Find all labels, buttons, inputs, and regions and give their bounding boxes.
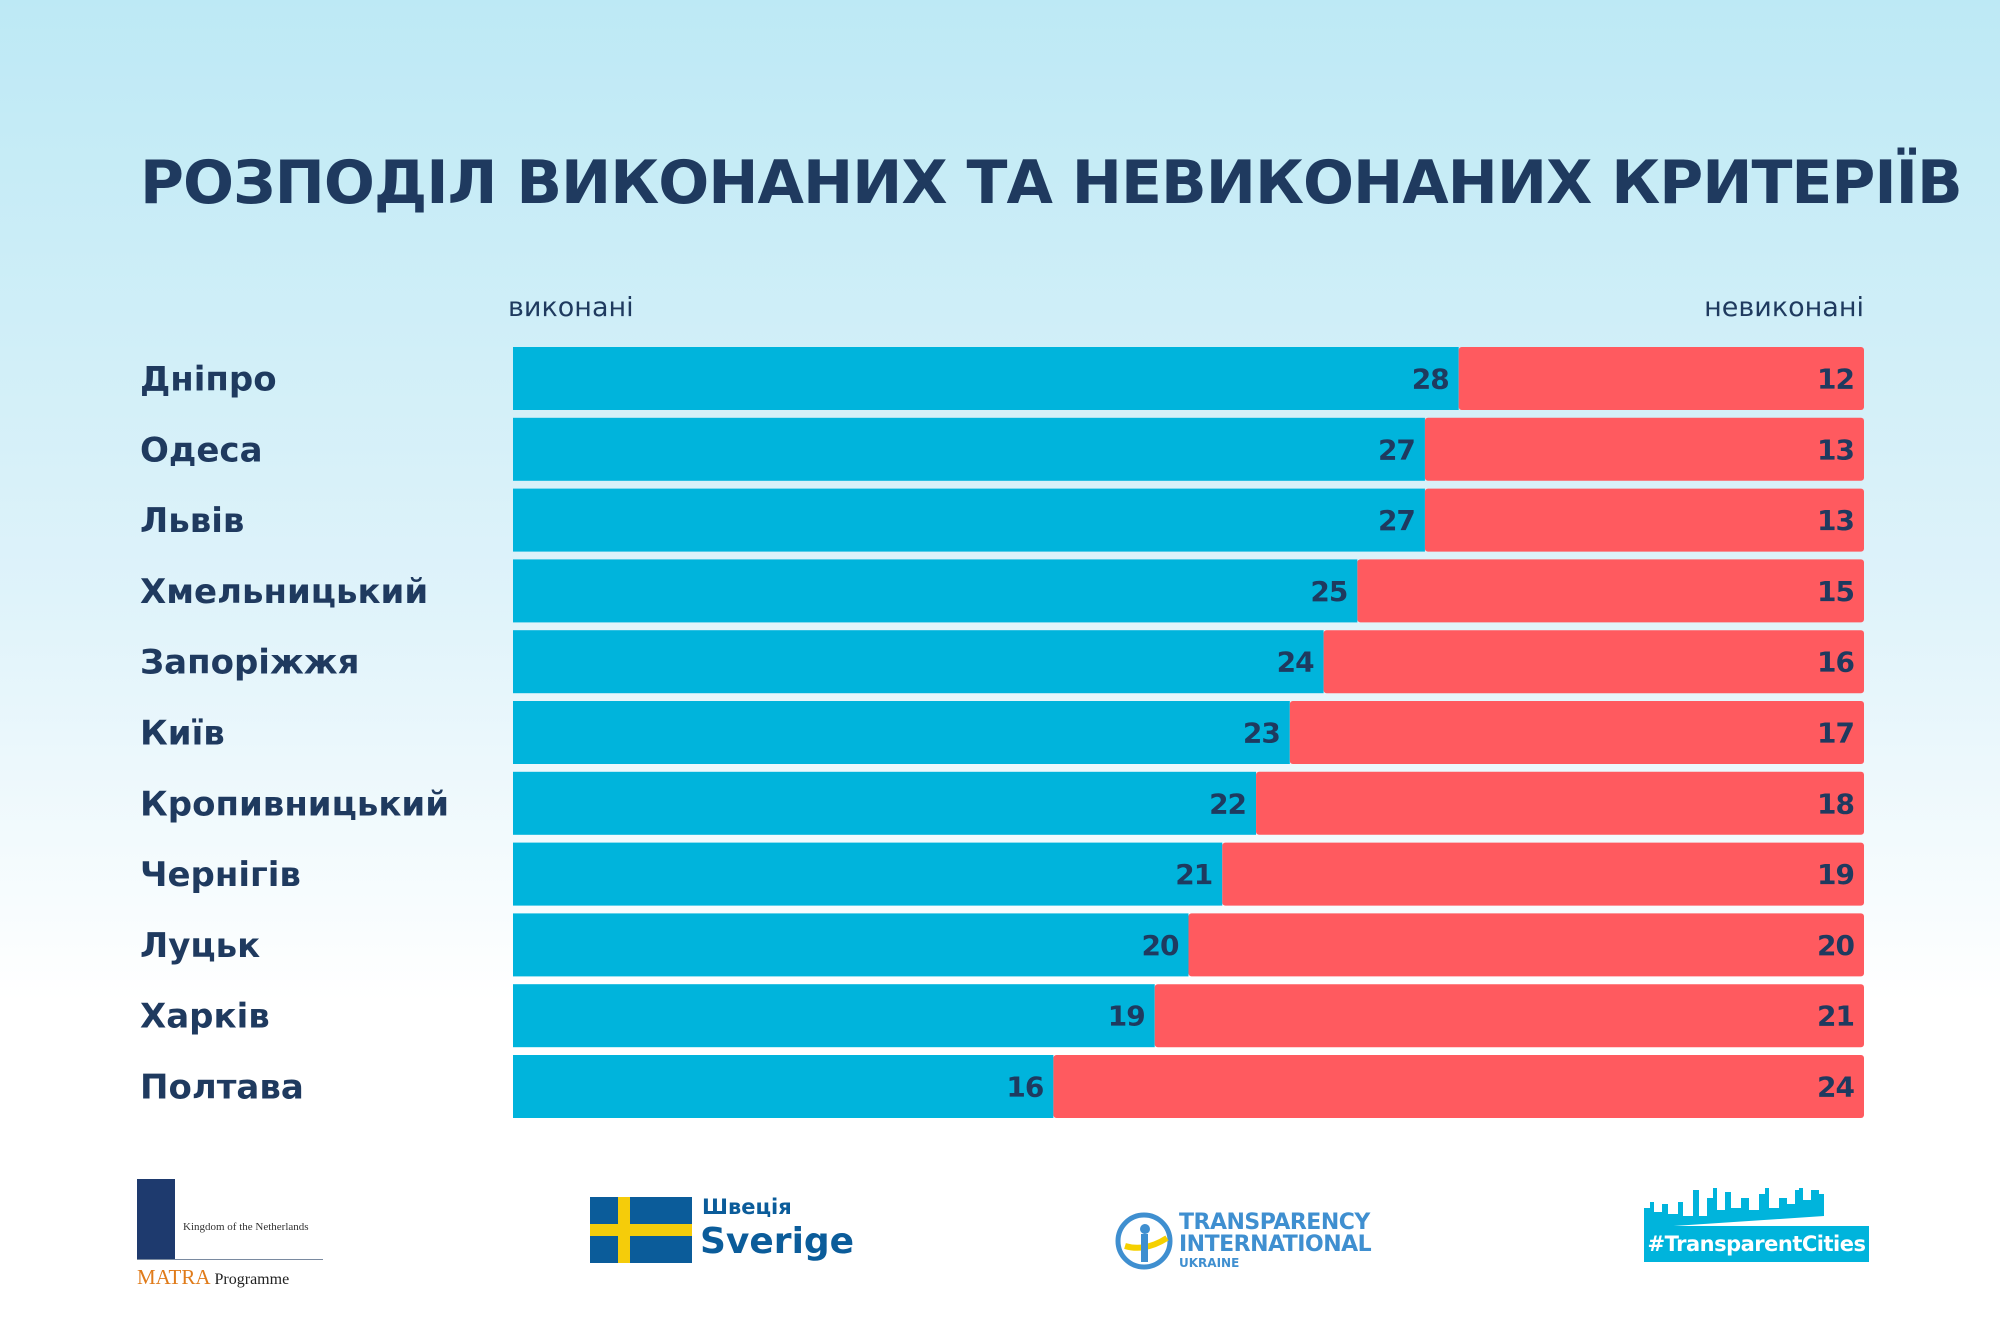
bar-done	[513, 630, 1324, 694]
value-label-done: 27	[1378, 504, 1415, 537]
programme-text: Programme	[214, 1271, 290, 1288]
transparency-international-logo: TRANSPARENCY INTERNATIONAL UKRAINE	[1115, 1210, 1375, 1274]
ti-text-3: UKRAINE	[1179, 1256, 1240, 1270]
category-label: Дніпро	[140, 360, 277, 400]
bar-not-done	[1188, 913, 1864, 977]
legend-done: виконані	[508, 292, 634, 323]
value-label-not-done: 18	[1817, 787, 1854, 820]
category-label: Чернігів	[140, 855, 301, 895]
sweden-ua-text: Швеція	[702, 1195, 792, 1219]
bar-not-done	[1357, 559, 1864, 623]
bar-done	[513, 417, 1425, 481]
category-label: Кропивницький	[140, 784, 449, 824]
value-label-not-done: 21	[1817, 1000, 1854, 1033]
value-label-not-done: 13	[1817, 504, 1854, 537]
bar-not-done	[1424, 488, 1864, 552]
bar-not-done	[1458, 347, 1864, 410]
bar-not-done	[1323, 630, 1864, 694]
bar-not-done	[1053, 1055, 1864, 1118]
swedish-flag-icon	[590, 1197, 692, 1263]
value-label-done: 21	[1175, 858, 1212, 891]
category-label: Запоріжжя	[140, 643, 359, 683]
bar-done	[513, 771, 1257, 835]
value-label-done: 27	[1378, 433, 1415, 466]
ti-figure-icon	[1115, 1212, 1173, 1270]
chart-title: РОЗПОДІЛ ВИКОНАНИХ ТА НЕВИКОНАНИХ КРИТЕР…	[140, 148, 1963, 218]
ti-text-1: TRANSPARENCY	[1179, 1210, 1370, 1235]
value-label-done: 22	[1209, 787, 1246, 820]
category-label: Полтава	[140, 1068, 304, 1108]
category-label: Хмельницький	[140, 572, 428, 612]
netherlands-matra-logo: Kingdom of the Netherlands MATRA Program…	[137, 1179, 324, 1291]
bar-done	[513, 488, 1425, 552]
value-label-not-done: 19	[1817, 858, 1854, 891]
value-label-not-done: 13	[1817, 433, 1854, 466]
stacked-bar-chart: Дніпро 28 12 Одеса 27 13 Львів 27 13 Хмельницький…	[140, 347, 1864, 1118]
sweden-logo: Швеція Sverige	[590, 1195, 854, 1275]
bar-done	[513, 842, 1223, 906]
matra-text: MATRA	[137, 1265, 211, 1289]
netherlands-text: Kingdom of the Netherlands	[183, 1221, 309, 1233]
bar-done	[513, 984, 1155, 1048]
bar-done	[513, 701, 1290, 764]
transparent-cities-tag: #TransparentCities	[1644, 1226, 1869, 1262]
value-label-done: 24	[1277, 646, 1314, 679]
ti-text-2: INTERNATIONAL	[1179, 1232, 1372, 1257]
bar-done	[513, 913, 1189, 977]
bar-done	[513, 1055, 1054, 1118]
value-label-done: 25	[1310, 575, 1347, 608]
value-label-not-done: 20	[1817, 929, 1854, 962]
bar-not-done	[1154, 984, 1864, 1048]
legend-not-done: невиконані	[1704, 292, 1864, 323]
category-label: Луцьк	[140, 926, 260, 966]
value-label-not-done: 15	[1817, 575, 1854, 608]
value-label-not-done: 17	[1817, 717, 1854, 750]
value-label-done: 23	[1243, 717, 1280, 750]
bar-not-done	[1222, 842, 1864, 906]
value-label-not-done: 16	[1817, 646, 1854, 679]
bar-not-done	[1424, 417, 1864, 481]
category-label: Львів	[140, 501, 244, 541]
bar-done	[513, 347, 1459, 410]
value-label-not-done: 12	[1817, 363, 1854, 396]
value-label-done: 20	[1142, 929, 1179, 962]
value-label-done: 28	[1412, 363, 1449, 396]
city-skyline-icon	[1644, 1188, 1824, 1228]
category-label: Київ	[140, 714, 225, 754]
bar-done	[513, 559, 1358, 623]
value-label-done: 19	[1108, 1000, 1145, 1033]
category-label: Харків	[140, 997, 270, 1037]
transparent-cities-logo: #TransparentCities	[1644, 1188, 1869, 1262]
category-label: Одеса	[140, 430, 263, 470]
value-label-not-done: 24	[1817, 1071, 1854, 1104]
value-label-done: 16	[1006, 1071, 1043, 1104]
sweden-text: Sverige	[700, 1221, 855, 1262]
coat-of-arms-icon	[137, 1179, 175, 1259]
bar-not-done	[1256, 771, 1864, 835]
bar-not-done	[1289, 701, 1864, 764]
